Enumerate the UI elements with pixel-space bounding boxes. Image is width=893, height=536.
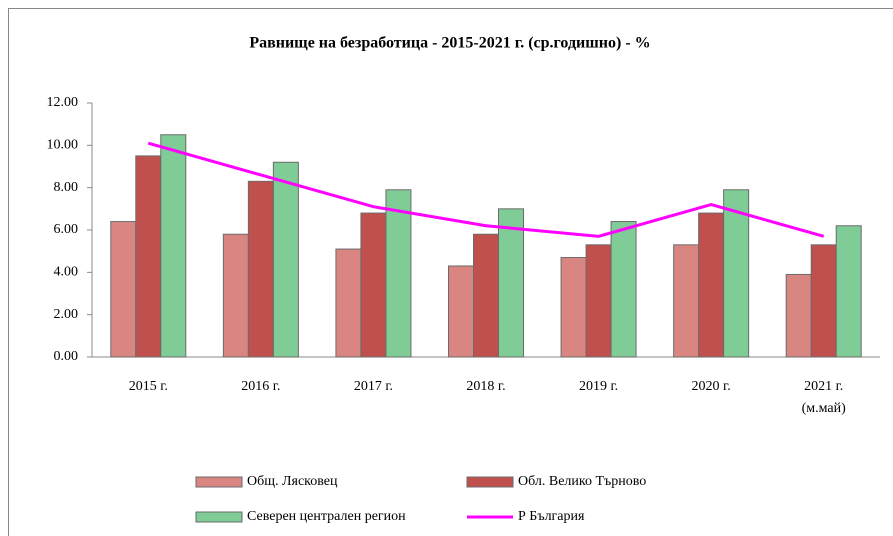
y-tick-label: 4.00 (54, 265, 79, 280)
bar (160, 134, 187, 358)
legend-label: Обл. Велико Търново (518, 474, 646, 489)
x-tick-label: 2018 г. (466, 379, 506, 394)
y-tick-label: 0.00 (54, 349, 79, 364)
y-tick-label: 12.00 (47, 95, 79, 110)
bar (673, 244, 700, 358)
y-tick-label: 10.00 (47, 138, 79, 153)
legend-label: Северен централен регион (247, 509, 406, 524)
bar (785, 273, 812, 358)
x-tick-label: 2019 г. (578, 379, 619, 394)
x-tick-label: 2015 г. (128, 379, 168, 394)
x-tick-label: 2021 г. (м.май) (801, 379, 846, 416)
bar (610, 221, 637, 358)
bar (360, 212, 387, 358)
bar (110, 221, 137, 358)
bar (335, 248, 362, 358)
legend-swatch (195, 511, 243, 523)
bar (585, 244, 612, 358)
bar (810, 244, 837, 358)
bar (272, 161, 299, 358)
bar (135, 155, 162, 358)
bar (473, 233, 499, 358)
x-tick-label: 2016 г. (241, 379, 281, 394)
legend-label: Р България (518, 509, 585, 524)
bar (560, 257, 587, 358)
bar (835, 225, 862, 358)
y-tick-label: 2.00 (54, 307, 79, 322)
y-tick-label: 6.00 (54, 222, 79, 237)
bar (698, 212, 725, 358)
x-tick-label: 2020 г. (691, 379, 731, 394)
chart-border (8, 8, 893, 536)
bar (498, 208, 524, 358)
bar (723, 189, 750, 358)
bar (385, 189, 412, 358)
legend-swatch (195, 476, 243, 488)
bar (247, 180, 274, 358)
chart-title: Равнище на безработица - 2015-2021 г. (с… (249, 35, 650, 52)
legend-swatch (466, 476, 514, 488)
x-tick-label: 2017 г. (353, 379, 393, 394)
bar (448, 265, 474, 358)
line-series (147, 141, 825, 238)
legend-label: Общ. Лясковец (247, 474, 338, 489)
y-tick-label: 8.00 (54, 180, 79, 195)
bar (222, 233, 249, 358)
